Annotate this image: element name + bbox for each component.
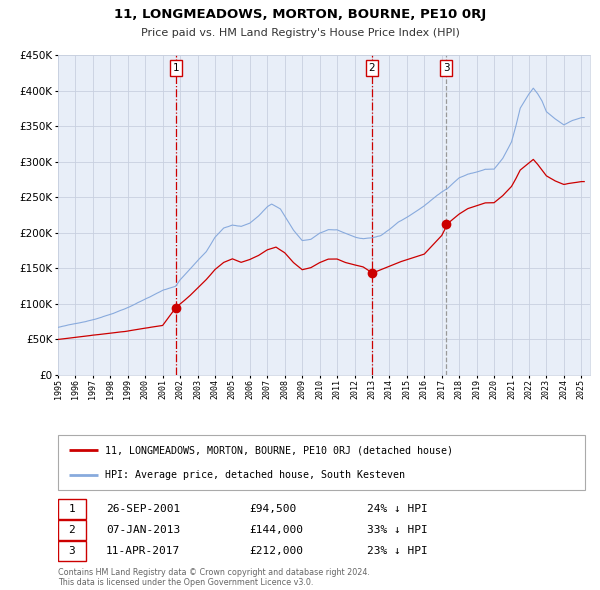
Text: 24% ↓ HPI: 24% ↓ HPI	[367, 504, 427, 514]
Text: 07-JAN-2013: 07-JAN-2013	[106, 525, 180, 535]
Text: 11-APR-2017: 11-APR-2017	[106, 546, 180, 556]
FancyBboxPatch shape	[58, 541, 86, 561]
Text: 3: 3	[68, 546, 75, 556]
FancyBboxPatch shape	[58, 520, 86, 540]
FancyBboxPatch shape	[58, 435, 585, 490]
Text: 11, LONGMEADOWS, MORTON, BOURNE, PE10 0RJ (detached house): 11, LONGMEADOWS, MORTON, BOURNE, PE10 0R…	[106, 445, 454, 455]
Text: 1: 1	[172, 63, 179, 73]
Text: £144,000: £144,000	[250, 525, 304, 535]
Text: £212,000: £212,000	[250, 546, 304, 556]
Text: 2: 2	[368, 63, 375, 73]
Text: HPI: Average price, detached house, South Kesteven: HPI: Average price, detached house, Sout…	[106, 470, 406, 480]
FancyBboxPatch shape	[58, 499, 86, 519]
Text: 11, LONGMEADOWS, MORTON, BOURNE, PE10 0RJ: 11, LONGMEADOWS, MORTON, BOURNE, PE10 0R…	[114, 8, 486, 21]
Text: 3: 3	[443, 63, 449, 73]
Text: Price paid vs. HM Land Registry's House Price Index (HPI): Price paid vs. HM Land Registry's House …	[140, 28, 460, 38]
Text: 23% ↓ HPI: 23% ↓ HPI	[367, 546, 427, 556]
Text: 33% ↓ HPI: 33% ↓ HPI	[367, 525, 427, 535]
Text: £94,500: £94,500	[250, 504, 297, 514]
Text: 26-SEP-2001: 26-SEP-2001	[106, 504, 180, 514]
Text: 1: 1	[68, 504, 75, 514]
Text: 2: 2	[68, 525, 75, 535]
Text: Contains HM Land Registry data © Crown copyright and database right 2024.
This d: Contains HM Land Registry data © Crown c…	[58, 568, 370, 588]
